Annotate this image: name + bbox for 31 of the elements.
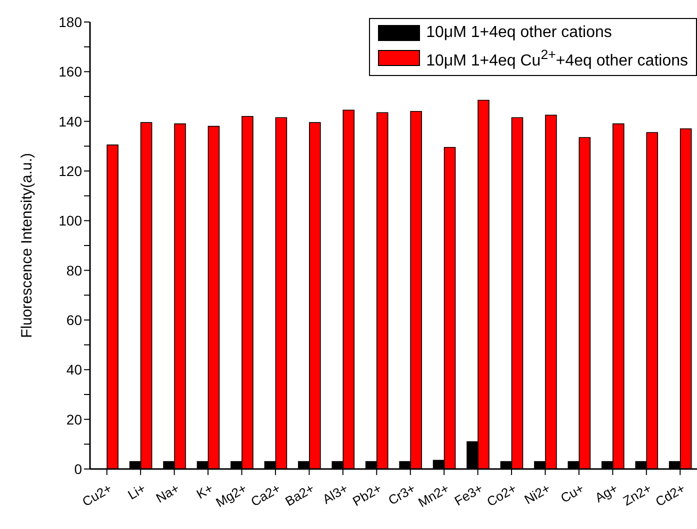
y-tick-label: 20: [66, 411, 82, 428]
x-tick-label: Cd2+: [652, 480, 688, 510]
y-tick-label: 120: [58, 162, 82, 179]
y-tick-label: 160: [58, 64, 82, 80]
x-tick-label: Cu2+: [80, 480, 114, 510]
y-tick-label: 100: [58, 212, 82, 229]
y-axis-title: Fluorescence Intensity(a.u.): [18, 152, 36, 338]
y-tick-label: 60: [66, 312, 82, 328]
x-tick-label: Ca2+: [248, 480, 283, 510]
x-tick-label: Al3+: [320, 480, 350, 507]
y-tick-label: 140: [58, 113, 82, 130]
legend-label: 10μM 1+4eq Cu$^{2+}$+4eq other cations: [426, 46, 688, 72]
x-tick-label: Ba2+: [282, 480, 317, 509]
x-tick-label: Mn2+: [416, 480, 452, 510]
x-tick-label: Cu+: [558, 480, 586, 506]
x-tick-label: Pb2+: [350, 480, 384, 509]
x-tick-label: Co2+: [484, 480, 520, 510]
legend-label: 10μM 1+4eq other cations: [426, 23, 612, 43]
y-tick-label: 40: [66, 362, 82, 378]
x-tick-label: Ni2+: [522, 480, 553, 508]
x-tick-label: Cr3+: [386, 480, 418, 508]
x-tick-label: Li+: [125, 480, 148, 502]
x-tick-label: Ag+: [592, 480, 620, 506]
y-tick-label: 80: [66, 262, 82, 278]
x-tick-label: Fe3+: [452, 480, 486, 509]
y-tick-label: 180: [58, 14, 82, 30]
x-tick-label: K+: [194, 480, 216, 502]
x-tick-label: Mg2+: [213, 480, 250, 510]
x-tick-label: Zn2+: [620, 480, 654, 509]
x-tick-label: Na+: [153, 480, 182, 506]
y-tick-label: 0: [74, 460, 82, 477]
